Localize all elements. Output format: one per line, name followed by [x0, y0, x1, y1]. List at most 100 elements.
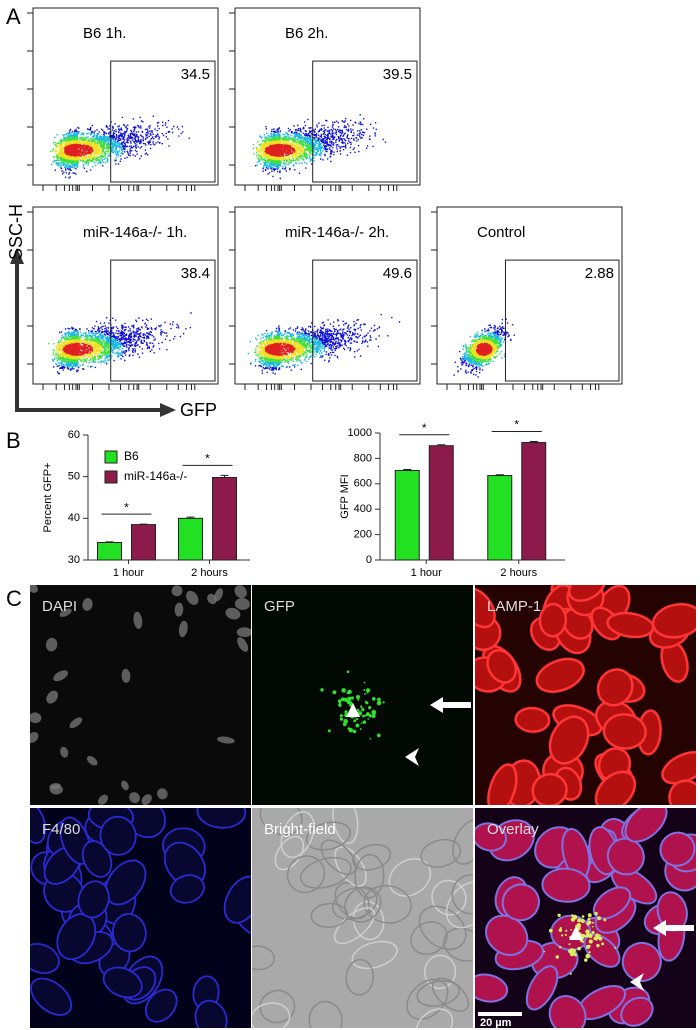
gfp-speck — [569, 972, 572, 975]
cell — [49, 783, 61, 790]
flow-plot: 49.6 miR-146a-/- 2h. — [229, 206, 421, 390]
cell — [451, 874, 473, 915]
gfp-speck — [584, 958, 588, 962]
gfp-speck — [587, 913, 592, 918]
axis-arrows — [10, 248, 176, 417]
error-bar — [529, 441, 538, 443]
bar-chart: 30 40 50 60 Percent GFP+ 1 hour * 2 hours * B6 miR… — [42, 429, 250, 579]
gfp-speck — [591, 925, 594, 928]
gfp-speck — [348, 697, 352, 700]
gfp-speck — [555, 955, 560, 959]
gfp-speck — [584, 934, 588, 938]
gfp-speck — [343, 718, 348, 724]
gfp-speck — [341, 688, 346, 693]
cell — [606, 837, 645, 876]
gfp-speck — [337, 699, 342, 703]
cell — [583, 933, 621, 968]
arrowhead — [346, 703, 360, 717]
gfp-speck — [356, 708, 360, 712]
x-tick-label: 2 hours — [500, 567, 537, 579]
event-dots — [250, 314, 401, 375]
cell — [169, 874, 205, 904]
event-dots — [264, 342, 296, 356]
cell — [661, 751, 696, 785]
image-label: F4/80 — [42, 821, 80, 838]
cell — [354, 853, 385, 899]
micrograph: F4/80 — [30, 808, 251, 1028]
cell — [234, 598, 250, 610]
cell — [98, 794, 109, 805]
cell — [252, 945, 276, 971]
arrow — [653, 920, 694, 936]
cell — [305, 821, 351, 851]
gfp-speck — [340, 697, 345, 702]
gfp-speck — [359, 728, 362, 731]
cell — [30, 585, 38, 593]
cell — [99, 815, 137, 856]
error-bar — [105, 541, 114, 543]
axis-label: SSC-H — [6, 204, 26, 260]
y-tick-label: 50 — [68, 471, 80, 483]
cell — [406, 978, 449, 1020]
cell — [443, 927, 473, 962]
bar — [428, 445, 454, 561]
cell — [237, 637, 249, 652]
micrograph: Bright-field — [252, 808, 473, 1028]
bar — [521, 442, 547, 561]
gfp-speck — [557, 913, 561, 917]
gfp-speck — [368, 714, 372, 718]
error-bar — [403, 468, 412, 471]
cell — [30, 808, 47, 844]
cell — [345, 958, 375, 996]
event-dots — [470, 339, 498, 360]
event-dots — [247, 330, 326, 368]
gfp-speck — [570, 928, 572, 931]
y-tick-label: 0 — [366, 554, 372, 566]
cell — [410, 921, 448, 955]
cell — [69, 717, 83, 729]
cell — [141, 794, 152, 805]
flow-plot: 38.4 miR-146a-/- 1h. — [27, 206, 219, 390]
y-tick-label: 800 — [354, 452, 372, 464]
image-label: Bright-field — [264, 821, 336, 838]
gfp-speck — [352, 729, 357, 734]
gfp-speck — [362, 714, 365, 718]
micrograph: DAPI — [30, 585, 251, 805]
gfp-speck — [548, 928, 553, 933]
cell — [60, 746, 69, 758]
gate — [312, 60, 418, 183]
cell — [548, 715, 590, 765]
error-bar — [437, 444, 446, 446]
cell — [111, 913, 147, 953]
gate-value: 2.88 — [585, 265, 614, 282]
gfp-speck — [332, 690, 337, 695]
gfp-speck — [338, 703, 342, 707]
arrow-head — [160, 403, 176, 417]
image-label: Overlay — [487, 821, 539, 838]
cell — [86, 755, 98, 766]
cell — [620, 996, 654, 1027]
cell — [194, 999, 228, 1028]
plot-title: miR-146a-/- 1h. — [83, 224, 187, 241]
gfp-speck — [360, 705, 363, 709]
event-dots — [63, 143, 94, 157]
cell — [225, 607, 241, 620]
plot-title: miR-146a-/- 2h. — [285, 224, 389, 241]
cell — [286, 855, 326, 894]
cell — [567, 585, 607, 602]
flow-plot: 34.5 B6 1h. — [27, 7, 219, 191]
gfp-speck — [570, 917, 575, 922]
cell — [594, 770, 637, 805]
micrograph: LAMP-1 — [475, 585, 696, 805]
cell — [217, 736, 235, 744]
cell — [363, 884, 412, 924]
cell — [475, 822, 508, 852]
gate-value: 34.5 — [181, 66, 210, 83]
cell — [77, 880, 110, 919]
event-dots — [256, 339, 305, 360]
gfp-speck — [560, 934, 564, 937]
chevron — [405, 748, 419, 766]
cell — [280, 811, 315, 859]
